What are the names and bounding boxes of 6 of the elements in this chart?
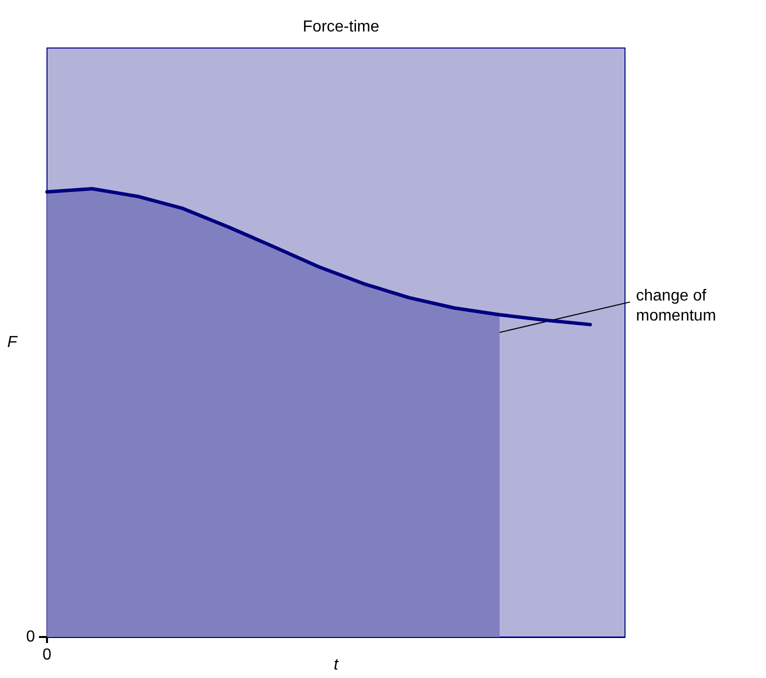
chart-title: Force-time	[302, 18, 380, 36]
y-axis-title: F	[7, 334, 18, 351]
text: change of momentum	[636, 288, 716, 324]
text: 0	[42, 646, 52, 664]
x-axis-title: t	[334, 656, 339, 674]
text: 0	[26, 628, 36, 646]
